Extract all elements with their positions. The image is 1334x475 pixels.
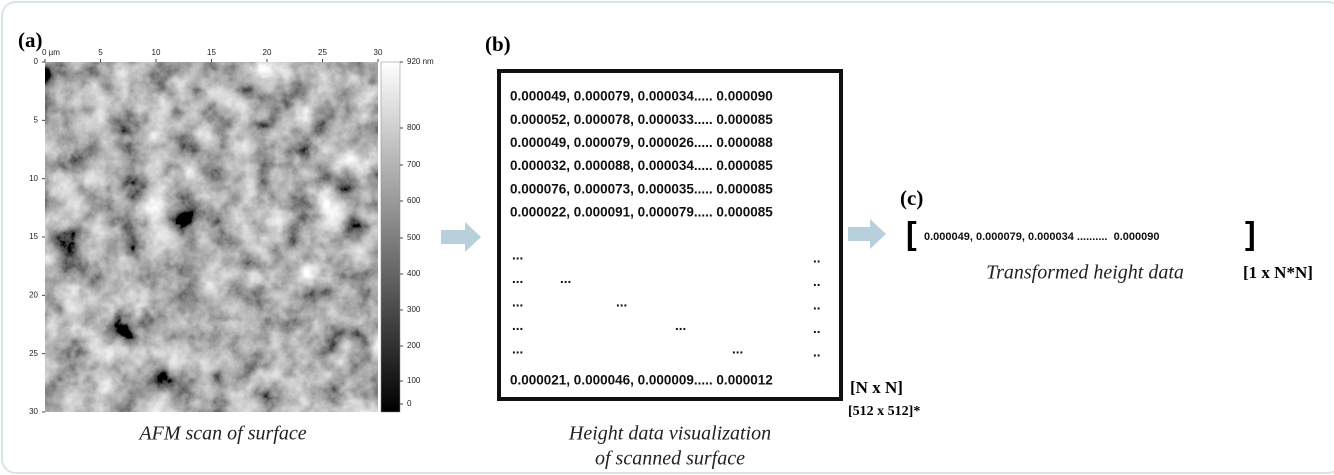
x-tick-label: 0 µm: [42, 48, 60, 57]
ellipsis: ...: [560, 271, 571, 286]
ellipsis: ...: [616, 295, 627, 310]
panel-label: (c): [900, 186, 923, 210]
ellipsis: ..: [813, 298, 821, 313]
ellipsis: ...: [512, 248, 523, 263]
bracket: ]: [1245, 215, 1256, 251]
caption: Height data visualization: [568, 423, 771, 445]
matrix-row: 0.000076, 0.000073, 0.000035..... 0.0000…: [510, 181, 773, 196]
colorbar-label: 0: [407, 399, 412, 408]
colorbar-label: 400: [407, 269, 421, 278]
y-tick-label: 5: [34, 115, 39, 124]
ellipsis: ..: [813, 274, 821, 289]
colorbar-label: 800: [407, 123, 421, 132]
colorbar-label: 700: [407, 160, 421, 169]
caption: AFM scan of surface: [137, 423, 306, 445]
matrix-row: 0.000032, 0.000088, 0.000034..... 0.0000…: [510, 158, 773, 173]
panel-label: (a): [18, 28, 43, 52]
colorbar-label: 300: [407, 305, 421, 314]
ellipsis: ...: [512, 342, 523, 357]
x-tick-label: 10: [152, 48, 161, 57]
x-tick-label: 30: [374, 48, 383, 57]
y-tick-label: 10: [29, 174, 38, 183]
colorbar: [381, 62, 400, 412]
size-example: [512 x 512]*: [848, 404, 920, 419]
bracket: [: [906, 215, 917, 251]
colorbar-label: 200: [407, 341, 421, 350]
colorbar-label: 100: [407, 376, 421, 385]
vector: 0.000049, 0.000079, 0.000034 .......... …: [924, 231, 1159, 243]
y-tick-label: 0: [34, 57, 39, 66]
matrix-row: 0.000049, 0.000079, 0.000034..... 0.0000…: [510, 89, 773, 104]
matrix-row: 0.000021, 0.000046, 0.000009..... 0.0000…: [510, 373, 773, 388]
caption: Transformed height data: [986, 262, 1184, 284]
matrix-row: 0.000049, 0.000079, 0.000026..... 0.0000…: [510, 135, 773, 150]
caption: of scanned surface: [595, 448, 745, 470]
matrix-row: 0.000022, 0.000091, 0.000079..... 0.0000…: [510, 205, 773, 220]
x-tick-label: 5: [98, 48, 103, 57]
colorbar-label: 920 nm: [407, 57, 434, 66]
colorbar-label: 500: [407, 233, 421, 242]
x-tick-label: 20: [263, 48, 272, 57]
y-tick-label: 25: [29, 349, 38, 358]
matrix-row: 0.000052, 0.000078, 0.000033..... 0.0000…: [510, 112, 773, 127]
ellipsis: ..: [813, 321, 821, 336]
ellipsis: ...: [675, 318, 686, 333]
x-tick-label: 15: [207, 48, 216, 57]
figure: (a) 0 µm51015202530051015202530920 nm800…: [0, 0, 1334, 475]
ellipsis: ...: [512, 318, 523, 333]
ellipsis: ...: [732, 342, 743, 357]
size-label: [N x N]: [850, 378, 903, 397]
size-label: [1 x N*N]: [1243, 263, 1313, 282]
x-tick-label: 25: [318, 48, 327, 57]
ellipsis: ...: [512, 271, 523, 286]
y-tick-label: 30: [29, 407, 38, 416]
ellipsis: ..: [813, 251, 821, 266]
afm-image: [45, 62, 378, 412]
panel-label: (b): [485, 32, 511, 56]
ellipsis: ..: [813, 345, 821, 360]
y-tick-label: 15: [29, 232, 38, 241]
colorbar-label: 600: [407, 196, 421, 205]
y-tick-label: 20: [29, 290, 38, 299]
ellipsis: ...: [512, 295, 523, 310]
